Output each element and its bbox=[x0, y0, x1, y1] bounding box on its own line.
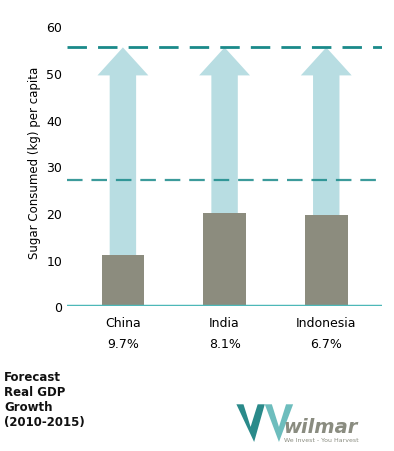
Text: wilmar: wilmar bbox=[284, 417, 358, 436]
Polygon shape bbox=[236, 405, 265, 442]
Text: Forecast
Real GDP
Growth
(2010-2015): Forecast Real GDP Growth (2010-2015) bbox=[4, 370, 85, 428]
Polygon shape bbox=[97, 48, 148, 307]
Bar bbox=[102, 255, 144, 307]
Bar bbox=[305, 216, 348, 307]
Bar bbox=[203, 214, 246, 307]
Y-axis label: Sugar Consumed (kg) per capita: Sugar Consumed (kg) per capita bbox=[28, 66, 41, 258]
Text: 8.1%: 8.1% bbox=[209, 337, 240, 350]
Polygon shape bbox=[301, 48, 352, 307]
Text: 6.7%: 6.7% bbox=[310, 337, 342, 350]
Text: 9.7%: 9.7% bbox=[107, 337, 139, 350]
Polygon shape bbox=[265, 405, 293, 442]
Polygon shape bbox=[199, 48, 250, 307]
Text: We Invest - You Harvest: We Invest - You Harvest bbox=[284, 437, 358, 442]
